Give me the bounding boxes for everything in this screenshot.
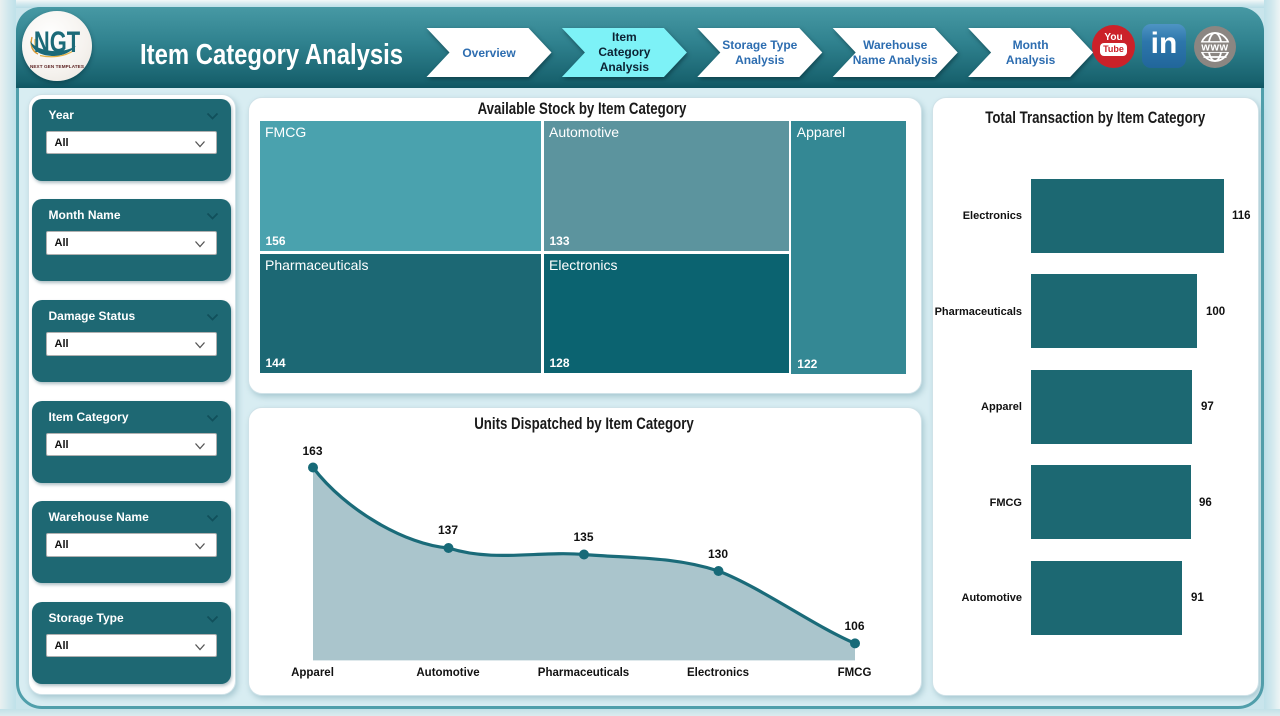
svg-text:www: www bbox=[1200, 42, 1228, 54]
